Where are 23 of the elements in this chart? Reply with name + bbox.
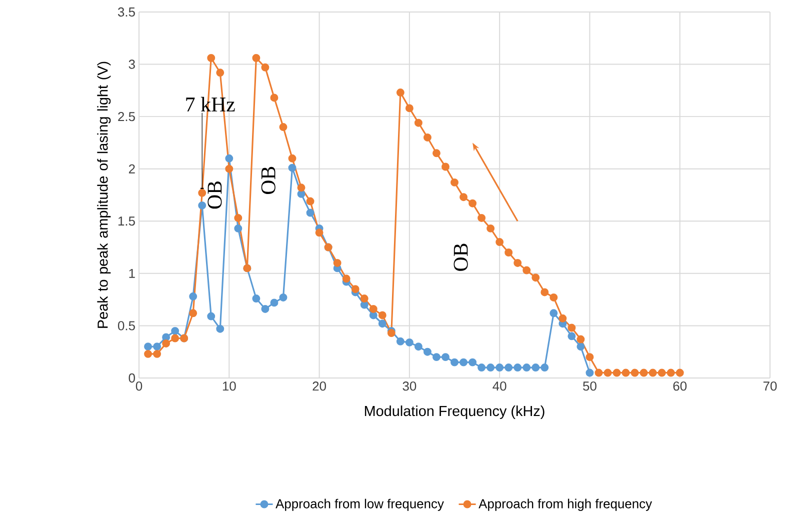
- x-tick-label: 50: [583, 382, 596, 391]
- y-tick-label: 3: [128, 60, 135, 69]
- legend-label: Approach from low frequency: [276, 498, 444, 511]
- legend-label: Approach from high frequency: [478, 498, 652, 511]
- annotation: OB: [454, 244, 468, 271]
- x-tick-label: 70: [763, 382, 777, 391]
- x-axis-title: Modulation Frequency (kHz): [364, 406, 544, 419]
- annotation: OB: [208, 181, 222, 209]
- x-tick-label: 10: [222, 382, 236, 391]
- y-tick-label: 0: [128, 373, 135, 383]
- y-tick-label: 1: [129, 268, 135, 278]
- x-tick-label: 40: [492, 382, 506, 391]
- y-tick-label: 2: [128, 164, 135, 174]
- y-tick-label: 2.5: [118, 112, 135, 122]
- x-tick-label: 60: [673, 382, 687, 391]
- y-tick-label: 1.5: [118, 216, 135, 226]
- annotation: OB: [261, 166, 276, 194]
- x-tick-label: 0: [136, 382, 142, 391]
- x-tick-label: 20: [312, 382, 326, 391]
- y-axis-title: Peak to peak amplitude of lasing light (V): [97, 62, 111, 328]
- y-tick-label: 3.5: [118, 7, 135, 17]
- y-tick-label: 0.5: [118, 321, 135, 330]
- x-tick-label: 30: [402, 382, 416, 391]
